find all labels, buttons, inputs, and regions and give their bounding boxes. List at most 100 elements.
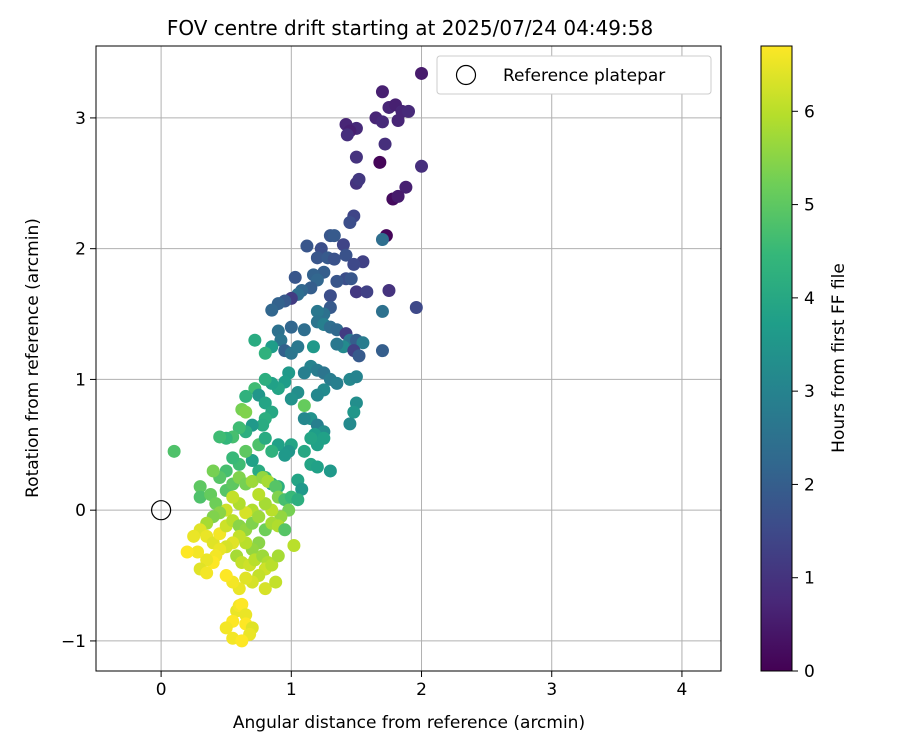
- colorbar-tick-label: 6: [804, 102, 815, 122]
- x-tick-label: 1: [286, 680, 297, 700]
- data-point: [323, 289, 337, 303]
- data-point: [297, 412, 311, 426]
- data-point: [347, 257, 361, 271]
- data-point: [239, 444, 253, 458]
- colorbar-tick-label: 3: [804, 382, 815, 402]
- data-point: [375, 85, 389, 99]
- data-point: [239, 405, 253, 419]
- data-point: [193, 490, 207, 504]
- x-ticks: 0 1 2 3 4: [156, 671, 688, 700]
- colorbar-ticks: 0 1 2 3 4 5 6: [792, 102, 815, 682]
- data-point: [226, 451, 240, 465]
- reference-marker: [151, 500, 172, 521]
- y-ticks: −1 0 1 2 3: [61, 109, 96, 652]
- data-point: [206, 464, 220, 478]
- data-point: [245, 453, 259, 467]
- legend-box: [436, 55, 712, 95]
- data-point: [271, 549, 285, 563]
- grid-lines: [96, 46, 721, 671]
- data-point: [287, 538, 301, 552]
- data-point: [297, 366, 311, 380]
- data-point: [256, 418, 270, 432]
- data-points: [167, 66, 429, 648]
- colorbar-tick-label: 1: [804, 569, 815, 589]
- data-point: [327, 229, 341, 243]
- legend-marker: [455, 64, 477, 86]
- data-point: [284, 320, 298, 334]
- data-point: [352, 172, 366, 186]
- y-tick-label: 1: [75, 370, 86, 390]
- data-point: [306, 340, 320, 354]
- data-point: [402, 104, 415, 118]
- data-point: [248, 333, 262, 347]
- data-point: [323, 464, 337, 478]
- data-point: [235, 597, 249, 611]
- data-point: [295, 482, 309, 496]
- data-point: [239, 506, 253, 520]
- data-point: [245, 474, 259, 488]
- colorbar-tick-label: 0: [804, 662, 815, 682]
- x-tick-label: 3: [546, 680, 557, 700]
- data-point: [330, 376, 344, 390]
- data-point: [378, 137, 392, 151]
- data-point: [200, 566, 214, 580]
- data-point: [213, 430, 227, 444]
- data-point: [330, 274, 344, 288]
- y-tick-label: 3: [75, 109, 86, 129]
- data-point: [310, 388, 324, 402]
- data-point: [274, 333, 288, 347]
- data-point: [187, 529, 201, 543]
- colorbar-tick-label: 5: [804, 196, 815, 216]
- data-point: [239, 389, 253, 403]
- data-point: [258, 396, 272, 410]
- data-point: [310, 460, 324, 474]
- colorbar-tick-label: 4: [804, 289, 815, 309]
- data-point: [219, 621, 233, 635]
- data-point: [258, 582, 272, 596]
- data-point: [391, 189, 405, 203]
- data-point: [375, 115, 389, 129]
- data-point: [265, 558, 279, 572]
- data-point: [330, 337, 344, 351]
- data-point: [265, 444, 279, 458]
- data-point: [336, 238, 350, 252]
- data-point: [349, 150, 363, 164]
- data-point: [349, 285, 363, 299]
- y-tick-label: −1: [61, 632, 86, 652]
- data-point: [317, 431, 331, 445]
- data-point: [349, 370, 363, 384]
- data-point: [252, 487, 266, 501]
- reference-platepar-marker: [151, 500, 172, 521]
- data-point: [391, 114, 405, 128]
- legend: Reference platepar: [436, 55, 712, 95]
- data-point: [191, 545, 205, 559]
- data-point: [399, 180, 413, 194]
- data-point: [415, 159, 429, 173]
- data-point: [304, 431, 318, 445]
- data-point: [415, 66, 429, 80]
- x-tick-label: 2: [416, 680, 427, 700]
- x-tick-label: 4: [677, 680, 688, 700]
- data-point: [193, 480, 207, 494]
- data-point: [269, 575, 283, 589]
- colorbar-label: Hours from first FF file: [829, 263, 849, 453]
- data-point: [252, 510, 266, 524]
- data-point: [352, 349, 366, 363]
- data-point: [180, 545, 194, 559]
- data-point: [375, 304, 389, 318]
- chart-title: FOV centre drift starting at 2025/07/24 …: [167, 16, 653, 40]
- data-point: [339, 248, 353, 262]
- data-point: [375, 344, 389, 358]
- data-point: [310, 251, 324, 265]
- data-point: [200, 553, 214, 567]
- data-point: [360, 285, 374, 299]
- data-point: [288, 270, 302, 284]
- colorbar-tick-label: 2: [804, 475, 815, 495]
- data-point: [226, 490, 240, 504]
- data-point: [265, 303, 279, 317]
- data-point: [297, 323, 311, 337]
- y-axis-label: Rotation from reference (arcmin): [23, 218, 43, 498]
- data-point: [239, 571, 253, 585]
- x-tick-label: 0: [156, 680, 167, 700]
